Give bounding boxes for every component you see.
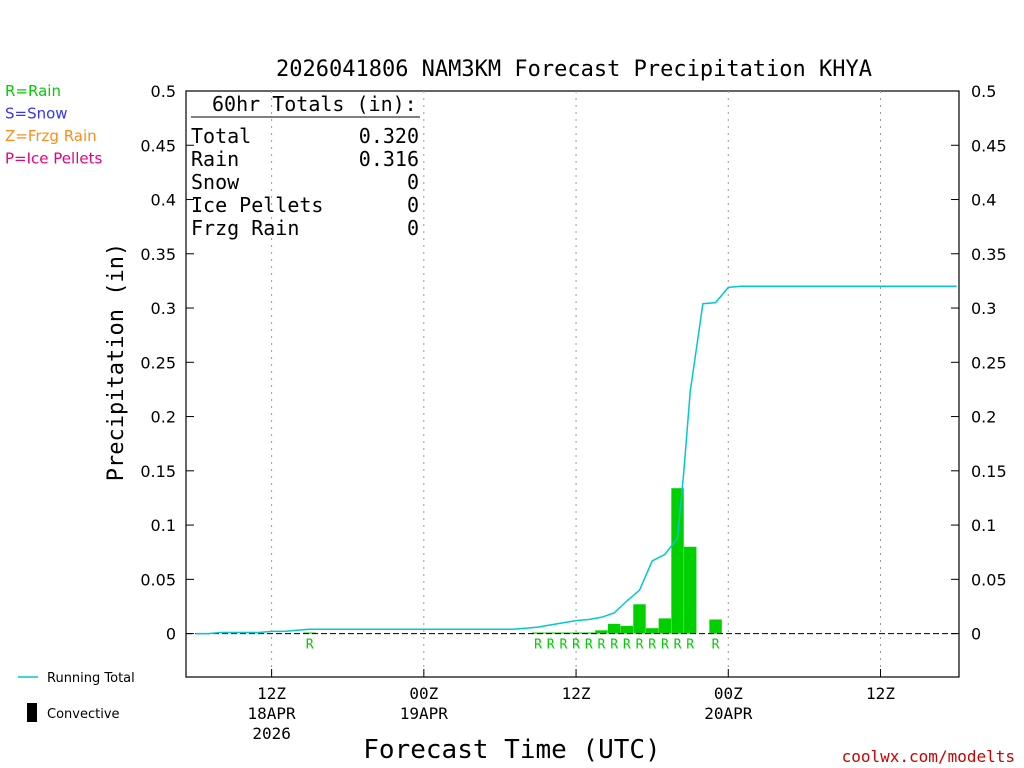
precip-bar bbox=[531, 632, 545, 634]
x-tick-year: 2026 bbox=[252, 724, 291, 743]
y-tick-label: 0.1 bbox=[151, 516, 176, 535]
y-tick-label: 0.15 bbox=[140, 462, 176, 481]
convective-swatch bbox=[27, 703, 37, 722]
ptype-label: R bbox=[547, 638, 555, 653]
ptype-label: R bbox=[572, 638, 580, 653]
totals-row-label: Frzg Rain bbox=[191, 216, 299, 240]
y-tick-label: 0.05 bbox=[140, 570, 176, 589]
ptype-label: R bbox=[623, 638, 631, 653]
totals-row-value: 0 bbox=[407, 193, 419, 217]
precip-bar bbox=[582, 632, 595, 634]
credit-text: coolwx.com/modelts bbox=[842, 747, 1015, 766]
ptype-label: R bbox=[712, 638, 720, 653]
ptype-label: R bbox=[534, 638, 542, 653]
precip-bar bbox=[658, 618, 672, 634]
ptype-legend-item: Z=Frzg Rain bbox=[5, 127, 97, 145]
ptype-label: R bbox=[306, 638, 314, 653]
precip-bar bbox=[544, 632, 557, 634]
x-axis-label: Forecast Time (UTC) bbox=[363, 735, 660, 765]
precip-bar bbox=[595, 630, 608, 634]
precip-bar bbox=[684, 546, 697, 634]
y-tick-label: 0.15 bbox=[971, 462, 1007, 481]
y-tick-label: 0.25 bbox=[140, 353, 176, 372]
totals-box: 60hr Totals (in): Total 0.320 Rain 0.316 Sno… bbox=[191, 92, 420, 240]
y-tick-label: 0.4 bbox=[971, 191, 996, 210]
totals-row-value: 0 bbox=[407, 170, 419, 194]
x-tick-label: 00Z bbox=[714, 684, 743, 703]
y-tick-label: 0.5 bbox=[971, 82, 996, 101]
x-tick-label: 12Z bbox=[562, 684, 591, 703]
totals-row-value: 0 bbox=[407, 216, 419, 240]
y-axis-label: Precipitation (in) bbox=[104, 243, 129, 481]
totals-row-value: 0.320 bbox=[359, 124, 419, 148]
running-total-line bbox=[195, 285, 957, 635]
y-tick-label: 0.3 bbox=[151, 299, 176, 318]
y-tick-label: 0.2 bbox=[151, 408, 176, 427]
y-tick-label: 0.5 bbox=[151, 82, 176, 101]
y-tick-label: 0.2 bbox=[971, 408, 996, 427]
x-tick-date: 19APR bbox=[400, 704, 449, 723]
y-tick-label: 0.4 bbox=[151, 191, 176, 210]
ptype-label: R bbox=[610, 638, 618, 653]
x-tick-label: 12Z bbox=[257, 684, 286, 703]
plot-frame bbox=[185, 90, 960, 678]
ptype-label: R bbox=[598, 638, 606, 653]
y-axis-right: 0.5 0.45 0.4 0.35 0.3 0.25 0.2 0.15 0.1 0.05 0 bbox=[951, 82, 1007, 644]
y-tick-label: 0.1 bbox=[971, 516, 996, 535]
precip-bar bbox=[633, 604, 646, 634]
grid-lines bbox=[271, 91, 881, 677]
precip-bar bbox=[645, 628, 659, 634]
precip-bar bbox=[607, 623, 621, 634]
totals-row-label: Snow bbox=[191, 170, 240, 194]
ptype-legend: R=Rain S=Snow Z=Frzg Rain P=Ice Pellets bbox=[5, 82, 102, 168]
y-tick-label: 0 bbox=[971, 625, 981, 644]
precip-bar bbox=[620, 626, 634, 634]
precip-bar bbox=[557, 632, 570, 634]
ptype-label: R bbox=[686, 638, 694, 653]
y-tick-label: 0.35 bbox=[971, 245, 1007, 264]
totals-rows: Total 0.320 Rain 0.316 Snow 0 Ice Pellets 0 Frzg… bbox=[191, 124, 419, 240]
y-tick-label: 0 bbox=[166, 625, 176, 644]
y-axis-left: 0.5 0.45 0.4 0.35 0.3 0.25 0.2 0.15 0.1 0.05 0 bbox=[140, 82, 194, 644]
precip-bar bbox=[671, 488, 684, 634]
ptype-label: R bbox=[559, 638, 567, 653]
ptype-legend-item: R=Rain bbox=[5, 82, 61, 100]
ptype-legend-item: S=Snow bbox=[5, 105, 68, 123]
x-tick-date: 20APR bbox=[704, 704, 753, 723]
totals-row-label: Rain bbox=[191, 147, 239, 171]
running-total-legend-label: Running Total bbox=[47, 671, 135, 686]
precip-bar bbox=[709, 619, 722, 634]
x-tick-date: 18APR bbox=[248, 704, 297, 723]
precip-bars bbox=[303, 488, 722, 634]
totals-row-label: Total bbox=[191, 124, 251, 148]
precip-bar bbox=[303, 632, 316, 634]
ptype-label: R bbox=[585, 638, 593, 653]
precip-bar bbox=[569, 632, 583, 634]
y-tick-label: 0.3 bbox=[971, 299, 996, 318]
y-tick-label: 0.25 bbox=[971, 353, 1007, 372]
ptype-label: R bbox=[648, 638, 656, 653]
chart-title: 2026041806 NAM3KM Forecast Precipitation… bbox=[276, 57, 872, 82]
ptype-legend-item: P=Ice Pellets bbox=[5, 150, 102, 168]
ptype-label: R bbox=[636, 638, 644, 653]
y-tick-label: 0.45 bbox=[140, 136, 176, 155]
ptype-label: R bbox=[674, 638, 682, 653]
y-tick-label: 0.45 bbox=[971, 136, 1007, 155]
x-tick-label: 12Z bbox=[866, 684, 895, 703]
totals-row-value: 0.316 bbox=[359, 147, 419, 171]
x-tick-label: 00Z bbox=[409, 684, 438, 703]
ptype-label: R bbox=[661, 638, 669, 653]
totals-header: 60hr Totals (in): bbox=[212, 92, 417, 116]
y-tick-label: 0.35 bbox=[140, 245, 176, 264]
series-legend: Running Total Convective bbox=[18, 671, 135, 722]
totals-row-label: Ice Pellets bbox=[191, 193, 323, 217]
convective-legend-label: Convective bbox=[47, 707, 120, 722]
y-tick-label: 0.05 bbox=[971, 570, 1007, 589]
